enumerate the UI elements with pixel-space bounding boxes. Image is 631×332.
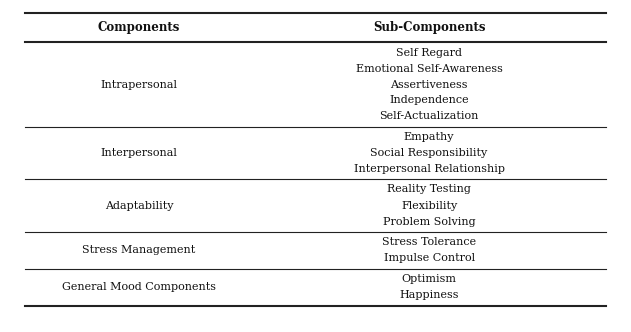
Text: Problem Solving: Problem Solving	[383, 216, 475, 227]
Text: Interpersonal Relationship: Interpersonal Relationship	[353, 164, 505, 174]
Text: Flexibility: Flexibility	[401, 201, 457, 210]
Text: Interpersonal: Interpersonal	[100, 148, 177, 158]
Text: Independence: Independence	[389, 96, 469, 106]
Text: Self Regard: Self Regard	[396, 48, 462, 58]
Text: Reality Testing: Reality Testing	[387, 185, 471, 195]
Text: Stress Tolerance: Stress Tolerance	[382, 237, 476, 247]
Text: Optimism: Optimism	[401, 274, 457, 284]
Text: Assertiveness: Assertiveness	[391, 80, 468, 90]
Text: Emotional Self-Awareness: Emotional Self-Awareness	[356, 64, 502, 74]
Text: Intrapersonal: Intrapersonal	[100, 80, 177, 90]
Text: Happiness: Happiness	[399, 290, 459, 300]
Text: Sub-Components: Sub-Components	[373, 21, 485, 35]
Text: General Mood Components: General Mood Components	[62, 282, 216, 292]
Text: Empathy: Empathy	[404, 132, 454, 142]
Text: Components: Components	[98, 21, 180, 35]
Text: Impulse Control: Impulse Control	[384, 253, 475, 264]
Text: Adaptability: Adaptability	[105, 201, 173, 210]
Text: Stress Management: Stress Management	[82, 245, 196, 255]
Text: Social Responsibility: Social Responsibility	[370, 148, 488, 158]
Text: Self-Actualization: Self-Actualization	[379, 112, 479, 122]
